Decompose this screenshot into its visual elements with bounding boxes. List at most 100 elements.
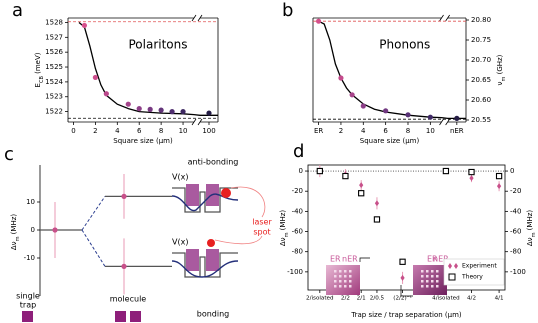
- label-part: E: [34, 83, 42, 87]
- y-tick-label: 20.70: [471, 56, 491, 64]
- data-point: [383, 108, 389, 114]
- panel-letter: b: [282, 0, 293, 21]
- inset-label: ER: [427, 255, 438, 264]
- data-point: [103, 91, 109, 97]
- annotation: spot: [253, 228, 270, 237]
- y-tick-label: 0: [299, 167, 303, 175]
- data-point: [338, 75, 344, 81]
- axis-break: [197, 14, 203, 22]
- laser-link: [230, 186, 266, 218]
- data-point: [316, 167, 323, 175]
- x-tick-label: 4/1: [495, 296, 504, 302]
- fit-curve: [318, 20, 466, 120]
- legend-label: Experiment: [462, 263, 497, 270]
- data-point: [496, 183, 502, 190]
- panel-title: Polaritons: [128, 38, 187, 52]
- inset-dot: [349, 280, 352, 283]
- inset-dot: [344, 270, 347, 273]
- inset-dot: [344, 280, 347, 283]
- data-point: [374, 200, 380, 207]
- axis-label: ECB (meV): [34, 52, 45, 87]
- y-tick-label: -60: [510, 228, 521, 236]
- laser-link: [214, 235, 263, 245]
- data-point: [136, 106, 142, 112]
- y-tick-label: -80: [292, 248, 303, 256]
- data-point: [125, 101, 131, 107]
- y-tick-label: -80: [510, 248, 521, 256]
- inset-dot: [431, 285, 434, 288]
- inset-dot: [421, 280, 424, 283]
- inset-dot: [421, 270, 424, 273]
- legend-marker: [454, 263, 458, 269]
- data-point: [400, 274, 405, 281]
- label-part: (MHz): [10, 214, 18, 237]
- axis-label: Δνm (MHz): [526, 210, 537, 247]
- inset-dot: [426, 275, 429, 278]
- trap-icon: [130, 311, 141, 322]
- data-point: [359, 182, 364, 189]
- label-part: (MHz): [526, 210, 534, 233]
- annotation: bonding: [197, 310, 230, 319]
- trap-icon: [22, 311, 33, 322]
- x-tick-label: 4/2: [467, 296, 476, 302]
- data-point: [495, 172, 503, 180]
- trap: [186, 249, 199, 271]
- x-tick-label: 2/1: [357, 296, 366, 302]
- label-part: (GHz): [496, 54, 504, 76]
- data-point: [342, 172, 349, 180]
- x-tick-label: 4/isolated: [432, 296, 460, 302]
- x-axis-label: Square size (μm): [113, 137, 173, 145]
- inset-label: ER: [330, 255, 341, 264]
- axis-label: Δνm (MHz): [279, 210, 290, 247]
- label-part: Δν: [279, 237, 287, 246]
- label-part: m: [531, 232, 537, 237]
- inset-dot: [426, 285, 429, 288]
- inset-dot: [436, 270, 439, 273]
- inset-dot: [334, 275, 337, 278]
- fit-curve: [78, 21, 218, 116]
- x-tick-label: 8: [406, 127, 410, 135]
- data-point: [121, 263, 127, 269]
- inset-link: [400, 285, 413, 297]
- inset-dot: [334, 285, 337, 288]
- y-tick-label: 0: [510, 167, 514, 175]
- inset-dot: [339, 270, 342, 273]
- data-point: [81, 22, 88, 29]
- inset-dot: [426, 280, 429, 283]
- inset-dot: [349, 285, 352, 288]
- annotation: V(x): [172, 173, 188, 182]
- data-point: [399, 258, 406, 265]
- x-tick-label: 0: [71, 127, 75, 135]
- annotation: V(x): [172, 238, 188, 247]
- x-tick-label: 2/0.5: [370, 296, 385, 302]
- y-tick-label: -100: [287, 268, 303, 276]
- annotation: single: [16, 292, 40, 301]
- x-tick-label: 2: [93, 127, 97, 135]
- inset-dot: [339, 275, 342, 278]
- x-axis-label: Square size (μm): [360, 137, 420, 145]
- inset-dot: [344, 275, 347, 278]
- x-tick-label: 4: [361, 127, 366, 135]
- label-part: (MHz): [279, 210, 287, 233]
- label-part: m: [284, 232, 290, 237]
- y-tick-label: -10: [24, 254, 35, 262]
- inset-dot: [334, 270, 337, 273]
- x-tick-label: 2/isolated: [306, 296, 334, 302]
- inset-dot: [431, 270, 434, 273]
- potential: [172, 252, 238, 278]
- data-point: [121, 193, 127, 199]
- data-point: [206, 110, 212, 116]
- y-tick-label: 1527: [45, 33, 63, 41]
- x-tick-label: 100: [202, 127, 215, 135]
- y-tick-label: -60: [292, 228, 303, 236]
- data-point: [169, 109, 175, 115]
- axis-break: [439, 14, 444, 22]
- y-tick-label: 20.60: [471, 96, 491, 104]
- inset-dot: [436, 280, 439, 283]
- x-tick-label: 10: [426, 127, 435, 135]
- x-tick-label: 2: [339, 127, 343, 135]
- x-tick-label: (2/2)⁻¹: [393, 295, 412, 302]
- inset-dot: [339, 280, 342, 283]
- inset-dot: [349, 275, 352, 278]
- y-tick-label: 10: [26, 198, 35, 206]
